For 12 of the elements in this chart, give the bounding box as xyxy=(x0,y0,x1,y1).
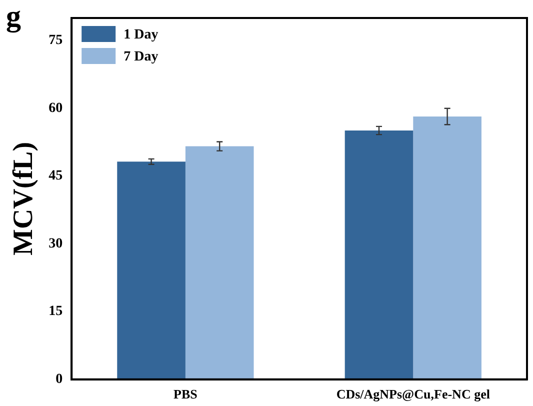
y-tick-label: 30 xyxy=(48,236,63,252)
y-tick-label: 75 xyxy=(48,33,63,48)
legend-label: 7 Day xyxy=(124,50,158,65)
text: g xyxy=(6,0,21,34)
y-tick-label: 0 xyxy=(56,372,63,388)
y-tick-label: 60 xyxy=(48,100,63,116)
legend-label: 1 Day xyxy=(124,28,158,43)
x-tick-label: PBS xyxy=(174,386,198,402)
y-axis-title: MCV(fL) xyxy=(8,142,40,256)
x-tick-label: CDs/AgNPs@Cu,Fe-NC gel xyxy=(336,386,490,402)
y-tick-label: 15 xyxy=(48,304,63,320)
y-tick-label: 45 xyxy=(48,168,63,184)
